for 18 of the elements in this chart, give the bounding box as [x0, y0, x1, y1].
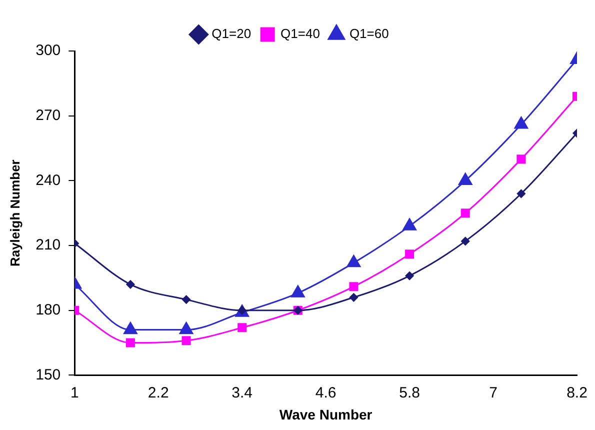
y-tick-label: 150	[36, 366, 61, 384]
x-tick-label: 3.4	[232, 384, 253, 402]
x-tick-label: 8.2	[566, 384, 588, 402]
y-tick-label: 300	[36, 42, 61, 60]
y-axis-title: Rayleigh Number	[7, 160, 22, 267]
x-tick-label: 1	[70, 384, 79, 402]
y-tick-label: 240	[36, 172, 61, 189]
x-tick-label: 7	[489, 384, 498, 402]
legend-label: Q1=60	[349, 26, 389, 42]
y-tick-label: 270	[36, 106, 61, 124]
x-axis-title: Wave Number	[279, 406, 373, 422]
x-tick-label: 4.6	[315, 384, 336, 402]
y-tick-label: 210	[36, 236, 61, 254]
legend-label: Q1=40	[280, 26, 320, 42]
y-tick-label: 180	[36, 302, 61, 318]
x-tick-label: 5.8	[399, 384, 420, 402]
legend-label: Q1=20	[212, 26, 252, 42]
x-tick-label: 2.2	[148, 384, 169, 402]
